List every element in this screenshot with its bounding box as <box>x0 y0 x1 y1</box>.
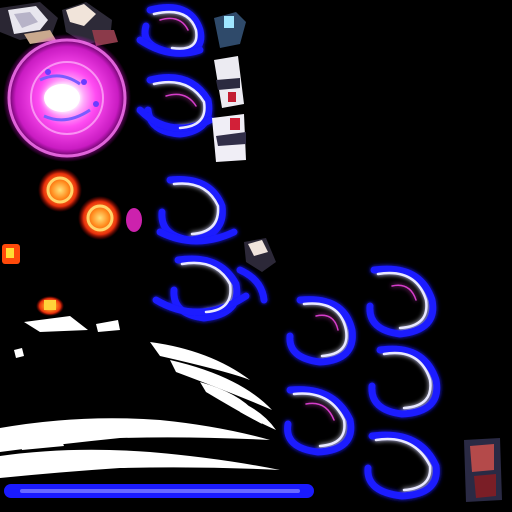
magenta-energy-orb-sprite <box>3 34 131 162</box>
character-leg-sprite <box>212 12 502 502</box>
blue-energy-swirl-sprite <box>136 4 441 500</box>
character-arm-sprite <box>0 2 58 44</box>
flame-burst-sprite <box>2 168 142 316</box>
white-slash-streak-sprite <box>0 316 280 478</box>
character-fist-sprite <box>62 2 118 46</box>
blue-ground-line-sprite <box>4 484 314 498</box>
